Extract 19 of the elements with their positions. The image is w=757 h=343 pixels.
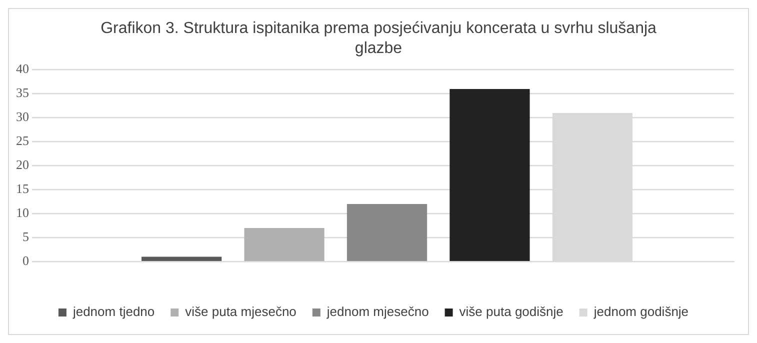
bar xyxy=(346,204,428,261)
y-tick-label: 20 xyxy=(16,157,29,172)
y-tick-label: 25 xyxy=(16,133,29,148)
y-tick-label: 35 xyxy=(16,85,29,100)
y-tick-label: 5 xyxy=(22,229,29,244)
y-tick-label: 10 xyxy=(16,205,29,220)
legend-label: više puta mjesečno xyxy=(185,304,296,320)
bar xyxy=(142,256,222,261)
legend-label: više puta godišnje xyxy=(459,304,564,320)
bar xyxy=(244,228,324,261)
legend-label: jednom tjedno xyxy=(72,304,155,320)
y-tick-label: 15 xyxy=(16,181,29,196)
bar xyxy=(450,88,530,261)
y-tick-label: 40 xyxy=(16,61,29,76)
y-tick-label: 30 xyxy=(16,109,29,124)
chart-title: Grafikon 3. Struktura ispitanika prema posjećivanju koncerata u svrhu slušanja glazbe xyxy=(100,19,658,59)
legend-label: jednom mjesečno xyxy=(326,304,429,320)
legend-label: jednom godišnje xyxy=(592,304,689,320)
y-tick-label: 0 xyxy=(22,253,29,268)
